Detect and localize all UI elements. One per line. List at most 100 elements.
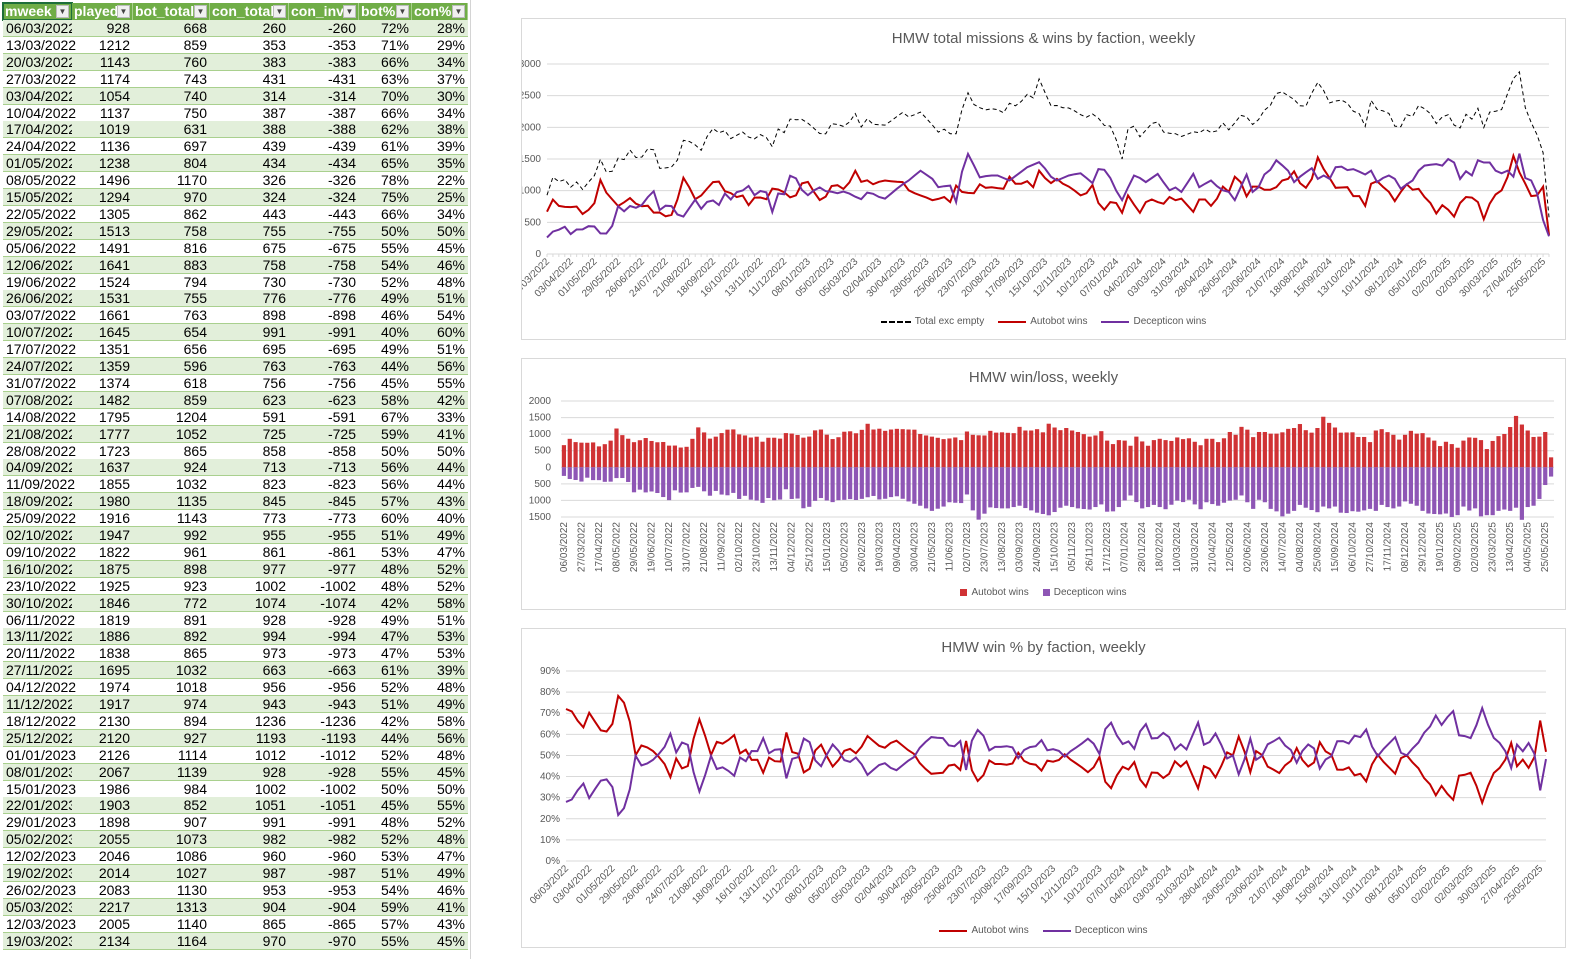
cell[interactable]: 858 [210, 443, 289, 460]
cell[interactable]: 50% [359, 222, 412, 240]
cell[interactable]: 763 [133, 307, 210, 325]
cell[interactable]: 1086 [133, 848, 210, 866]
cell[interactable]: 740 [133, 87, 210, 105]
cell[interactable]: 1002 [210, 578, 289, 595]
cell[interactable]: 1140 [133, 916, 210, 933]
cell[interactable]: 961 [133, 544, 210, 561]
cell[interactable]: 18/12/2022 [3, 713, 76, 730]
cell[interactable]: 1974 [72, 679, 133, 697]
cell[interactable]: -756 [289, 375, 359, 392]
cell[interactable]: 970 [133, 189, 210, 206]
cell[interactable]: 1002 [210, 781, 289, 798]
cell[interactable]: 49% [412, 696, 468, 713]
cell[interactable]: 48% [412, 679, 468, 697]
cell[interactable]: 11/12/2022 [3, 696, 75, 713]
cell[interactable]: -982 [289, 831, 359, 849]
cell[interactable]: -845 [289, 493, 359, 511]
cell[interactable]: 1925 [72, 578, 133, 595]
cell[interactable]: 1051 [210, 797, 289, 815]
cell[interactable]: 58% [412, 713, 468, 730]
cell[interactable]: 03/07/2022 [3, 307, 76, 325]
cell[interactable]: -431 [289, 71, 359, 88]
cell[interactable]: 439 [210, 138, 289, 156]
cell[interactable]: -1051 [289, 797, 359, 815]
cell[interactable]: 56% [412, 729, 468, 747]
cell[interactable]: 20/03/2022 [3, 53, 76, 71]
cell[interactable]: 50% [359, 443, 412, 460]
cell[interactable]: 26/06/2022 [3, 290, 76, 308]
cell[interactable]: 12/02/2023 [3, 848, 76, 866]
cell[interactable]: 654 [133, 324, 210, 342]
cell[interactable]: 1723 [72, 443, 133, 460]
cell[interactable]: 2055 [72, 831, 133, 849]
cell[interactable]: 59% [359, 898, 412, 916]
cell[interactable]: 49% [359, 612, 412, 629]
cell[interactable]: 14/08/2022 [3, 409, 76, 426]
cell[interactable]: 27/11/2022 [3, 662, 75, 680]
cell[interactable]: 1491 [72, 240, 133, 257]
cell[interactable]: 2046 [72, 848, 133, 866]
cell[interactable]: 53% [412, 628, 468, 646]
cell[interactable]: 52% [412, 578, 468, 595]
cell[interactable]: 28% [412, 20, 468, 37]
cell[interactable]: 1482 [72, 391, 133, 409]
cell[interactable]: 61% [359, 138, 412, 156]
cell[interactable]: 78% [359, 172, 412, 190]
cell[interactable]: 772 [133, 594, 210, 612]
cell[interactable]: 15/01/2023 [3, 781, 76, 798]
cell[interactable]: 1073 [133, 831, 210, 849]
cell[interactable]: 55% [359, 932, 412, 950]
cell[interactable]: 927 [133, 729, 210, 747]
cell[interactable]: 54% [359, 256, 412, 274]
cell[interactable]: 25/09/2022 [3, 510, 76, 528]
cell[interactable]: 923 [133, 578, 210, 595]
cell[interactable]: 862 [133, 206, 210, 223]
cell[interactable]: 47% [359, 645, 412, 663]
cell[interactable]: 44% [359, 358, 412, 375]
cell[interactable]: 08/05/2022 [3, 172, 76, 190]
cell[interactable]: -823 [289, 476, 359, 494]
cell[interactable]: 51% [359, 527, 412, 544]
cell[interactable]: 24/04/2022 [3, 138, 76, 156]
cell[interactable]: 45% [412, 763, 468, 781]
cell[interactable]: 1916 [72, 510, 133, 528]
cell[interactable]: 928 [210, 763, 289, 781]
cell[interactable]: 1846 [72, 594, 133, 612]
cell[interactable]: 631 [133, 121, 210, 139]
cell[interactable]: -388 [289, 121, 359, 139]
cell[interactable]: 1074 [210, 594, 289, 612]
cell[interactable]: -773 [289, 510, 359, 528]
cell[interactable]: 992 [133, 527, 210, 544]
cell[interactable]: 2083 [72, 882, 133, 899]
cell[interactable]: 982 [210, 831, 289, 849]
cell[interactable]: 40% [359, 324, 412, 342]
cell[interactable]: 891 [133, 612, 210, 629]
cell[interactable]: 1359 [72, 358, 133, 375]
chart-win-loss[interactable]: HMW win/loss, weekly 2000 1500 1000 500 0 500… [521, 358, 1566, 610]
cell[interactable]: 55% [412, 797, 468, 815]
cell[interactable]: 48% [359, 578, 412, 595]
cell[interactable]: 51% [359, 696, 412, 713]
cell[interactable]: 763 [210, 358, 289, 375]
cell[interactable]: 20/11/2022 [3, 645, 75, 663]
cell[interactable]: -956 [289, 679, 359, 697]
cell[interactable]: 1917 [72, 696, 133, 713]
cell[interactable]: 1795 [72, 409, 133, 426]
cell[interactable]: 695 [210, 341, 289, 359]
cell[interactable]: 11/09/2022 [3, 476, 75, 494]
cell[interactable]: 42% [359, 713, 412, 730]
cell[interactable]: 431 [210, 71, 289, 88]
cell[interactable]: 34% [412, 206, 468, 223]
cell[interactable]: 776 [210, 290, 289, 308]
cell[interactable]: 09/10/2022 [3, 544, 76, 561]
cell[interactable]: 928 [72, 20, 133, 37]
cell[interactable]: 907 [133, 814, 210, 832]
cell[interactable]: 924 [133, 459, 210, 477]
cell[interactable]: 1819 [72, 612, 133, 629]
cell[interactable]: 755 [210, 222, 289, 240]
cell[interactable]: -861 [289, 544, 359, 561]
cell[interactable]: 758 [133, 222, 210, 240]
cell[interactable]: 1114 [133, 747, 210, 764]
cell[interactable]: 1661 [72, 307, 133, 325]
cell[interactable]: 2130 [72, 713, 133, 730]
